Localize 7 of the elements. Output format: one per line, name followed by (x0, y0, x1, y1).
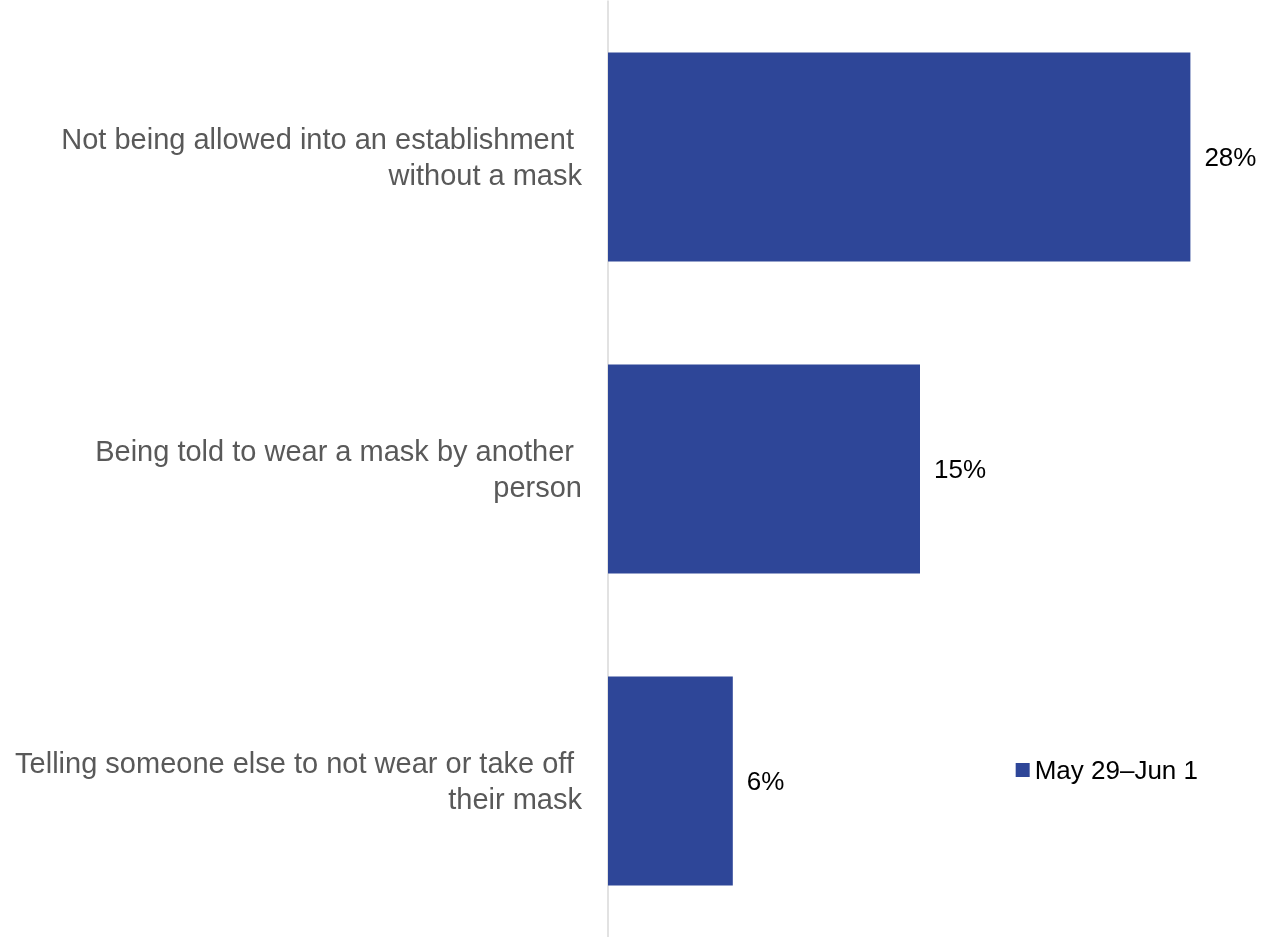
y-tick-label: Not being allowed into an establishment without a mask (61, 123, 583, 191)
y-tick-label: Being told to wear a mask by another person (95, 435, 582, 503)
data-label: 15% (934, 454, 987, 484)
data-label: 28% (1204, 142, 1257, 172)
legend-label: May 29–Jun 1 (1034, 755, 1198, 785)
data-label: 6% (746, 766, 785, 796)
y-tick-label: Telling someone else to not wear or take off their mask (15, 747, 583, 815)
